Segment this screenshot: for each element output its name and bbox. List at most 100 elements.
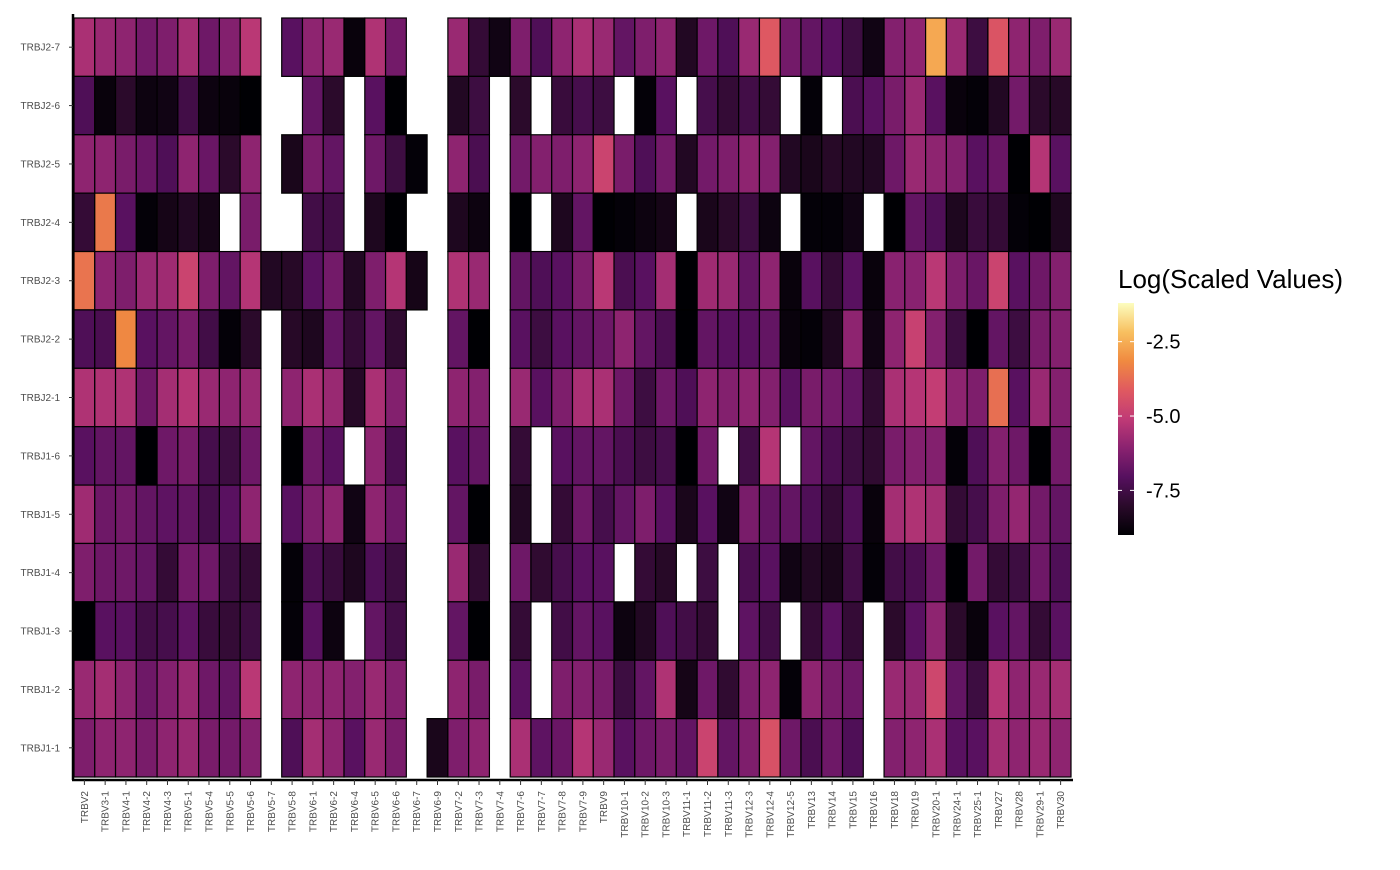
x-tick-label: TRBV6-4 (350, 791, 361, 833)
y-tick-label: TRBJ1-6 (21, 451, 61, 462)
heatmap-cell (509, 250, 532, 311)
heatmap-cell (862, 17, 885, 77)
heatmap-cell (841, 426, 864, 486)
heatmap-cell (73, 17, 96, 77)
heatmap-cell (571, 659, 594, 720)
y-tick-labels: TRBJ2-7 TRBJ2-6 TRBJ2-5 TRBJ2-4 TRBJ2-3 TRBJ2… (21, 43, 73, 754)
x-tick-label: TRBV12-4 (765, 791, 776, 838)
heatmap-cell (1008, 17, 1031, 77)
heatmap-cells (73, 17, 1072, 778)
heatmap-cell (987, 250, 1010, 311)
heatmap-cell (779, 134, 802, 194)
heatmap-cell (654, 426, 677, 486)
heatmap-cell (364, 192, 387, 253)
heatmap-cell (945, 542, 968, 603)
heatmap-cell (654, 542, 677, 603)
heatmap-cell (924, 17, 947, 77)
heatmap-cell (987, 601, 1010, 661)
heatmap-cell (1028, 718, 1051, 778)
heatmap-cell (571, 17, 594, 77)
y-tick-label: TRBJ1-2 (21, 685, 61, 696)
heatmap-cell (924, 309, 947, 369)
heatmap-cell (696, 659, 719, 720)
heatmap-cell (301, 718, 324, 778)
heatmap-cell (551, 75, 574, 136)
heatmap-cell (883, 250, 906, 311)
heatmap-cell (1008, 484, 1031, 545)
heatmap-cell (924, 134, 947, 194)
heatmap-cell (322, 75, 345, 136)
heatmap-cell (301, 659, 324, 720)
heatmap-cell (94, 250, 117, 311)
heatmap-cell (177, 542, 200, 603)
x-tick-label: TRBV4-2 (142, 791, 153, 833)
heatmap-cell (738, 426, 761, 486)
heatmap-cell (634, 17, 657, 77)
heatmap-cell (364, 659, 387, 720)
heatmap-cell (987, 367, 1010, 428)
heatmap-cell (696, 17, 719, 77)
heatmap-cell (218, 601, 241, 661)
heatmap-cell (779, 659, 802, 720)
heatmap-cell (509, 601, 532, 661)
heatmap-cell (468, 601, 491, 661)
y-tick-label: TRBJ1-4 (21, 568, 61, 579)
heatmap-cell (239, 718, 262, 778)
heatmap-cell (883, 75, 906, 136)
heatmap-cell (987, 75, 1010, 136)
x-tick-label: TRBV5-6 (246, 791, 257, 833)
x-tick-label: TRBV16 (869, 791, 880, 829)
heatmap-cell (73, 75, 96, 136)
heatmap-cell (779, 718, 802, 778)
heatmap-cell (758, 250, 781, 311)
heatmap-cell (281, 484, 304, 545)
heatmap-cell (260, 250, 283, 311)
heatmap-cell (468, 250, 491, 311)
heatmap-cell (696, 484, 719, 545)
heatmap-cell (800, 601, 823, 661)
x-tick-label: TRBV30 (1056, 791, 1067, 829)
heatmap-cell (364, 601, 387, 661)
heatmap-cell (114, 659, 137, 720)
heatmap-cell (862, 426, 885, 486)
heatmap-cell (945, 75, 968, 136)
heatmap-cell (218, 309, 241, 369)
heatmap-cell (73, 367, 96, 428)
heatmap-cell (114, 17, 137, 77)
x-tick-label: TRBV9 (599, 791, 610, 824)
heatmap-cell (924, 75, 947, 136)
heatmap-cell (779, 309, 802, 369)
heatmap-cell (447, 192, 470, 253)
heatmap-cell (904, 75, 927, 136)
heatmap-cell (966, 426, 989, 486)
heatmap-cell (571, 192, 594, 253)
heatmap-cell (675, 426, 698, 486)
heatmap-cell (883, 309, 906, 369)
heatmap-cell (364, 250, 387, 311)
heatmap-cell (738, 134, 761, 194)
heatmap-cell (758, 426, 781, 486)
heatmap-cell (322, 426, 345, 486)
heatmap-cell (738, 75, 761, 136)
heatmap-cell (73, 192, 96, 253)
heatmap-cell (343, 484, 366, 545)
heatmap-cell (592, 192, 615, 253)
legend-tick-label: -7.5 (1146, 480, 1180, 502)
heatmap-cell (468, 484, 491, 545)
heatmap-cell (1028, 542, 1051, 603)
x-tick-label: TRBV25-1 (973, 791, 984, 838)
heatmap-cell (1049, 75, 1072, 136)
heatmap-cell (758, 367, 781, 428)
x-tick-label: TRBV7-9 (578, 791, 589, 833)
heatmap-cell (738, 484, 761, 545)
heatmap-cell (841, 718, 864, 778)
legend-colorbar (1118, 303, 1134, 535)
heatmap-cell (821, 426, 844, 486)
heatmap-cell (779, 367, 802, 428)
heatmap-cell (571, 75, 594, 136)
heatmap-cell (177, 367, 200, 428)
heatmap-cell (654, 718, 677, 778)
x-tick-label: TRBV5-1 (184, 791, 195, 833)
